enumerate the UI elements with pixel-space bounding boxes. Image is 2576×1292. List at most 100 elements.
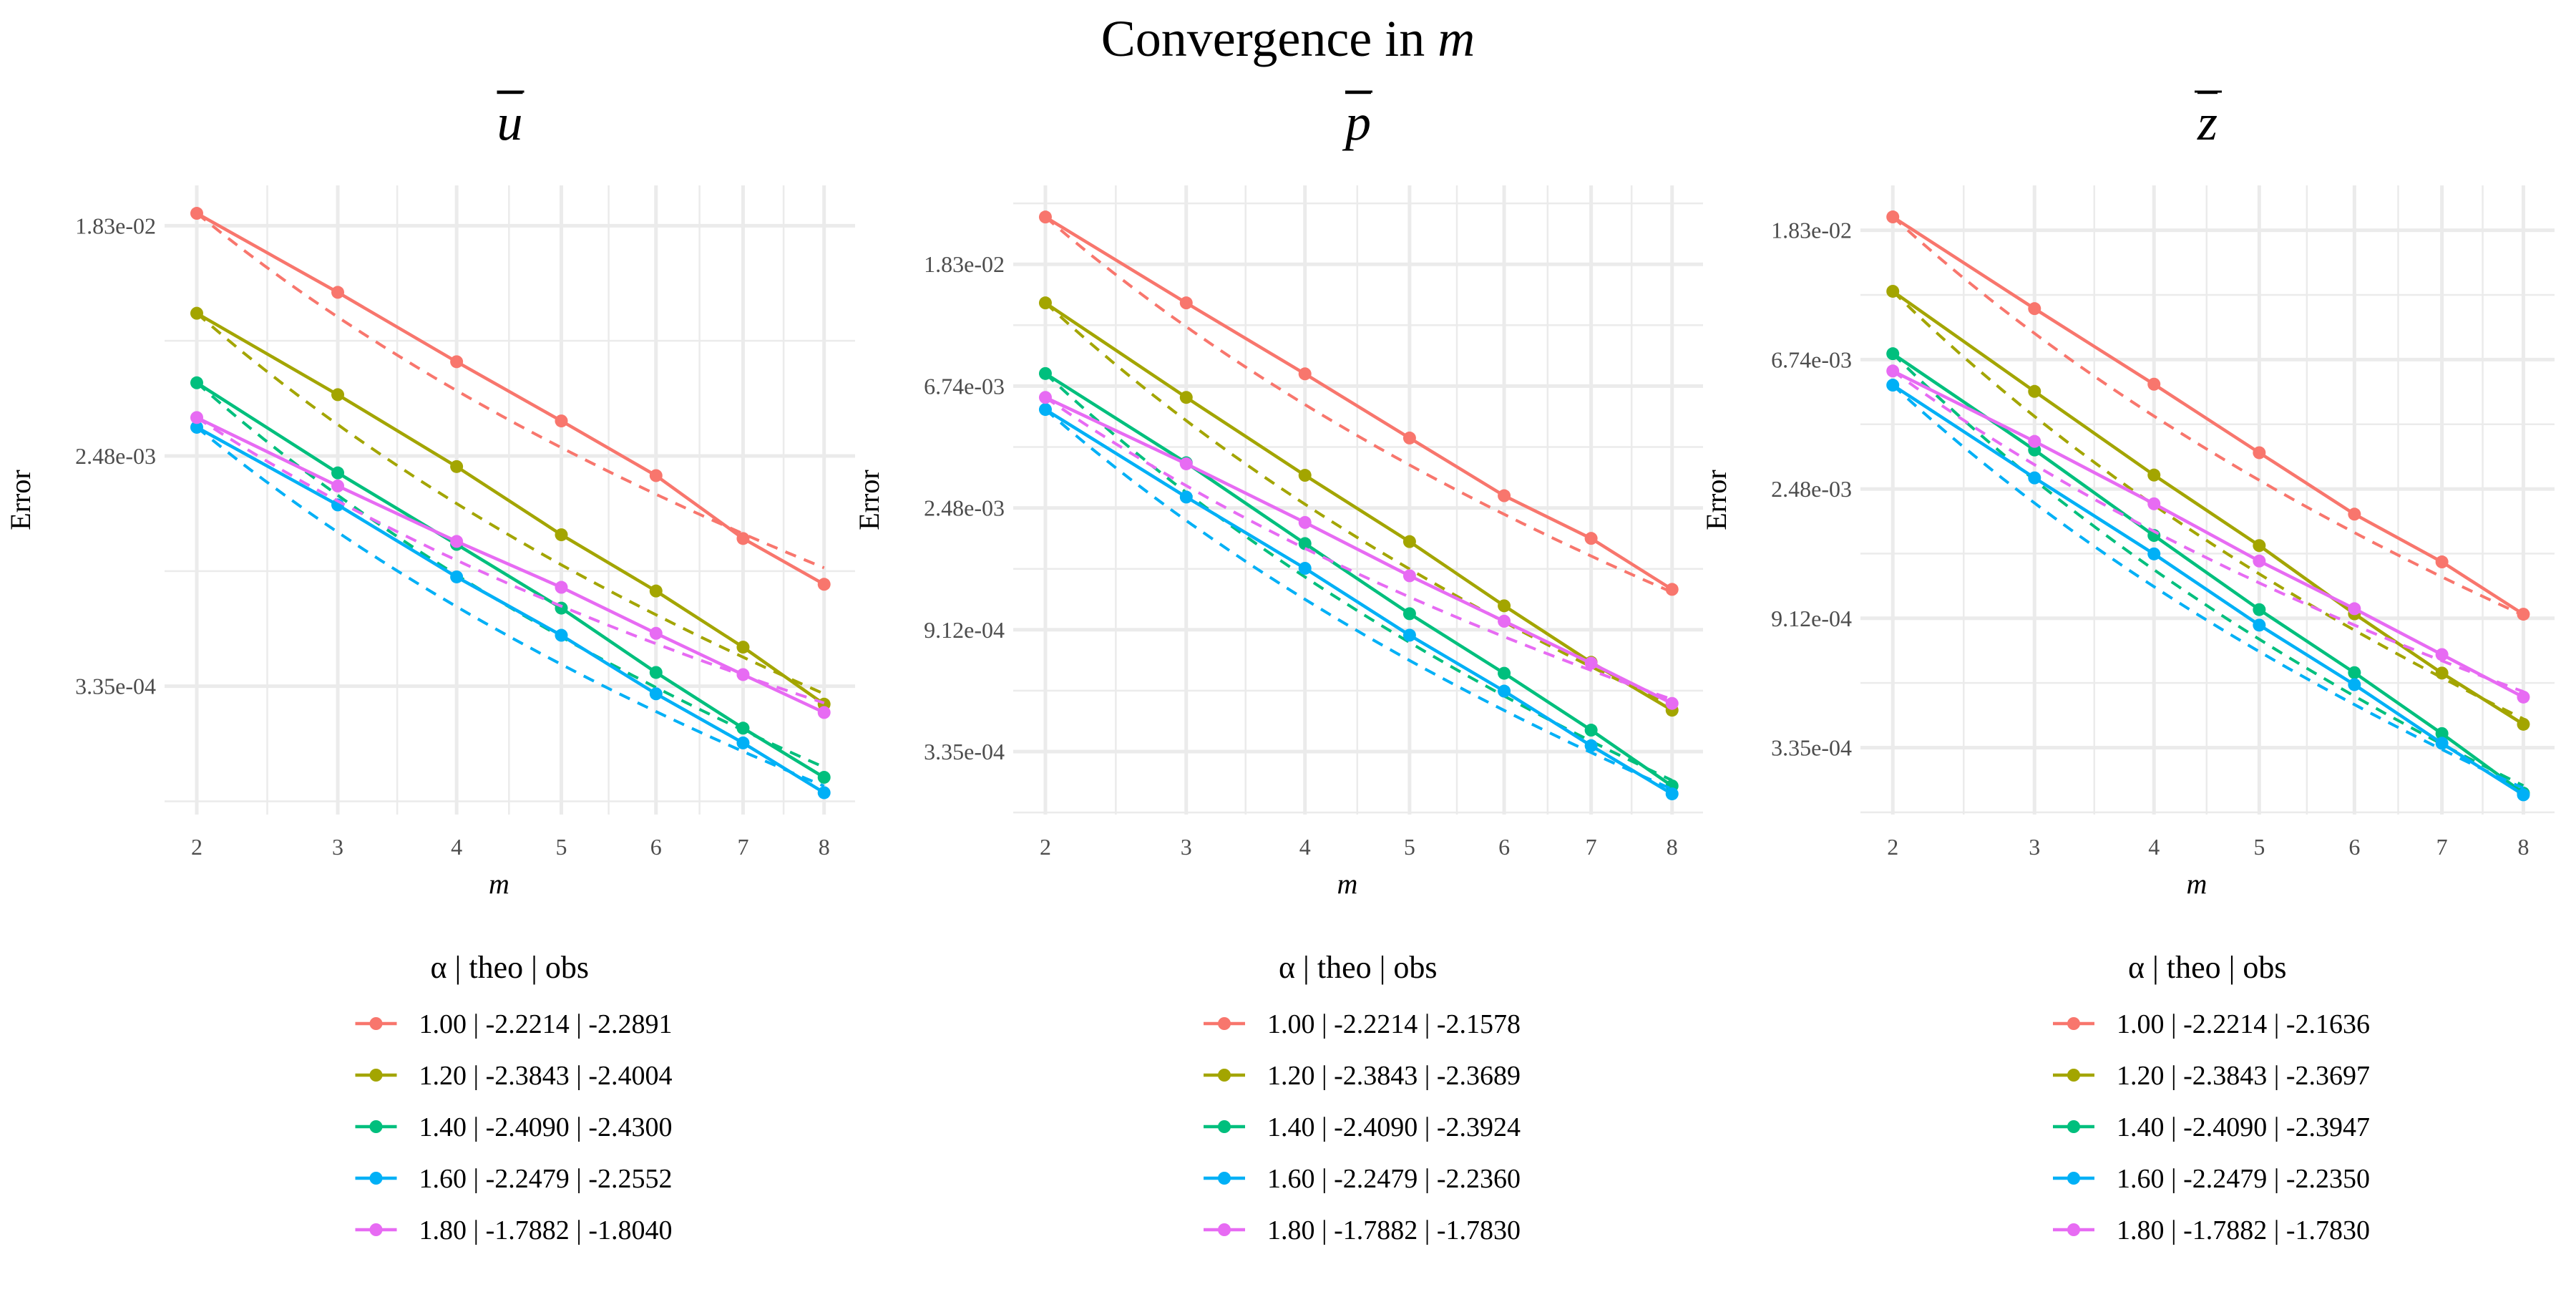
legend-key-point xyxy=(1218,1017,1231,1030)
legend-item: 1.00 | -2.2214 | -2.1636 xyxy=(2053,1009,2370,1039)
x-tick-label: 6 xyxy=(1498,834,1510,860)
data-point xyxy=(649,687,663,701)
data-point xyxy=(450,570,464,583)
legend-key-point xyxy=(369,1172,383,1185)
data-point xyxy=(555,528,568,542)
legend-key-point xyxy=(1218,1069,1231,1082)
data-point xyxy=(331,479,345,492)
data-point xyxy=(1038,296,1052,310)
data-point xyxy=(2253,618,2266,632)
data-point xyxy=(1298,515,1312,529)
legend-label: 1.80 | -1.7882 | -1.7830 xyxy=(2117,1215,2370,1245)
data-point xyxy=(450,535,464,548)
legend-label: 1.20 | -2.3843 | -2.4004 xyxy=(419,1061,673,1091)
x-tick-label: 3 xyxy=(1181,834,1192,860)
data-point xyxy=(1886,210,1900,224)
data-point xyxy=(1886,284,1900,298)
data-point xyxy=(1179,457,1193,470)
data-point xyxy=(2028,384,2041,398)
series-1 xyxy=(1038,210,1679,596)
observed-error-line xyxy=(195,381,825,779)
data-point xyxy=(1038,391,1052,404)
data-point xyxy=(2348,666,2361,679)
observed-error-line xyxy=(196,416,825,714)
data-point xyxy=(2028,302,2041,316)
theoretical-rate-line xyxy=(1044,408,1673,791)
data-point xyxy=(1402,431,1416,445)
data-point xyxy=(649,626,663,640)
theoretical-rate-line xyxy=(1044,215,1673,594)
theoretical-rate-line xyxy=(195,382,825,769)
observed-error-line xyxy=(195,311,825,706)
x-tick-label: 5 xyxy=(555,834,567,860)
data-point xyxy=(2348,678,2361,691)
data-point xyxy=(2147,377,2161,391)
legend-item: 1.40 | -2.4090 | -2.4300 xyxy=(355,1112,673,1142)
data-point xyxy=(2435,648,2449,661)
data-point xyxy=(1886,347,1900,361)
legend-label: 1.80 | -1.7882 | -1.7830 xyxy=(1267,1215,1521,1245)
data-point xyxy=(2435,555,2449,569)
data-point xyxy=(1584,532,1598,545)
legend-item: 1.00 | -2.2214 | -2.2891 xyxy=(355,1009,673,1039)
data-point xyxy=(2253,539,2266,553)
data-point xyxy=(2028,434,2041,448)
data-point xyxy=(1179,391,1193,404)
x-tick-label: 2 xyxy=(1040,834,1051,860)
y-tick-label: 3.35e-04 xyxy=(924,739,1005,764)
legend-item: 1.80 | -1.7882 | -1.7830 xyxy=(2053,1215,2370,1245)
figure-title-variable: m xyxy=(1438,10,1475,67)
data-point xyxy=(1298,367,1312,381)
x-tick-label: 3 xyxy=(332,834,343,860)
data-point xyxy=(190,306,203,320)
x-tick-label: 7 xyxy=(2436,834,2448,860)
legend-label: 1.80 | -1.7882 | -1.8040 xyxy=(419,1215,673,1245)
x-tick-label: 4 xyxy=(2148,834,2160,860)
series-4 xyxy=(1886,379,2530,802)
legend: α | theo | obs 1.00 | -2.2214 | -2.2891 1.… xyxy=(355,950,673,1245)
data-point xyxy=(736,532,750,545)
legend-key-point xyxy=(1218,1172,1231,1185)
data-point xyxy=(555,414,568,428)
data-point xyxy=(1038,210,1052,224)
data-point xyxy=(817,706,831,719)
y-tick-label: 1.83e-02 xyxy=(924,251,1005,277)
x-tick-label: 5 xyxy=(1404,834,1415,860)
data-point xyxy=(190,207,203,220)
legend-key-point xyxy=(369,1223,383,1236)
legend-item: 1.40 | -2.4090 | -2.3947 xyxy=(2053,1112,2370,1142)
data-point xyxy=(190,411,203,424)
x-tick-label: 2 xyxy=(1887,834,1898,860)
observed-error-line xyxy=(1891,384,2524,797)
x-tick-label: 2 xyxy=(191,834,203,860)
y-tick-label: 2.48e-03 xyxy=(75,443,156,469)
data-point xyxy=(2147,497,2161,510)
legend-key-point xyxy=(2067,1017,2080,1030)
series-2 xyxy=(190,306,831,711)
data-point xyxy=(1665,583,1679,596)
observed-error-line xyxy=(195,212,825,586)
panels: 1.83e-02 2.48e-03 3.35e-04 2 3 4 5 6 7 8 m Error u α … xyxy=(4,90,2555,1245)
series-5 xyxy=(1886,364,2530,704)
legend-item: 1.60 | -2.2479 | -2.2552 xyxy=(355,1164,673,1194)
legend-key-point xyxy=(369,1069,383,1082)
theoretical-rate-line xyxy=(1891,384,2524,790)
data-point xyxy=(736,668,750,681)
y-tick-label: 3.35e-04 xyxy=(75,674,156,699)
data-point xyxy=(1886,364,1900,378)
data-point xyxy=(190,420,203,434)
x-axis-title: m xyxy=(489,868,509,900)
data-point xyxy=(817,786,831,800)
series-1 xyxy=(1886,210,2530,621)
data-point xyxy=(2517,788,2530,802)
data-point xyxy=(1179,490,1193,504)
data-point xyxy=(1584,739,1598,752)
data-point xyxy=(1498,614,1511,628)
observed-error-line xyxy=(1044,215,1673,591)
legend-item: 1.00 | -2.2214 | -2.1578 xyxy=(1204,1009,1521,1039)
legend-label: 1.00 | -2.2214 | -2.2891 xyxy=(419,1009,673,1039)
panel-3: 1.83e-02 6.74e-03 2.48e-03 9.12e-04 3.35e-04… xyxy=(1700,90,2555,1245)
data-point xyxy=(817,578,831,591)
data-point xyxy=(1298,469,1312,482)
